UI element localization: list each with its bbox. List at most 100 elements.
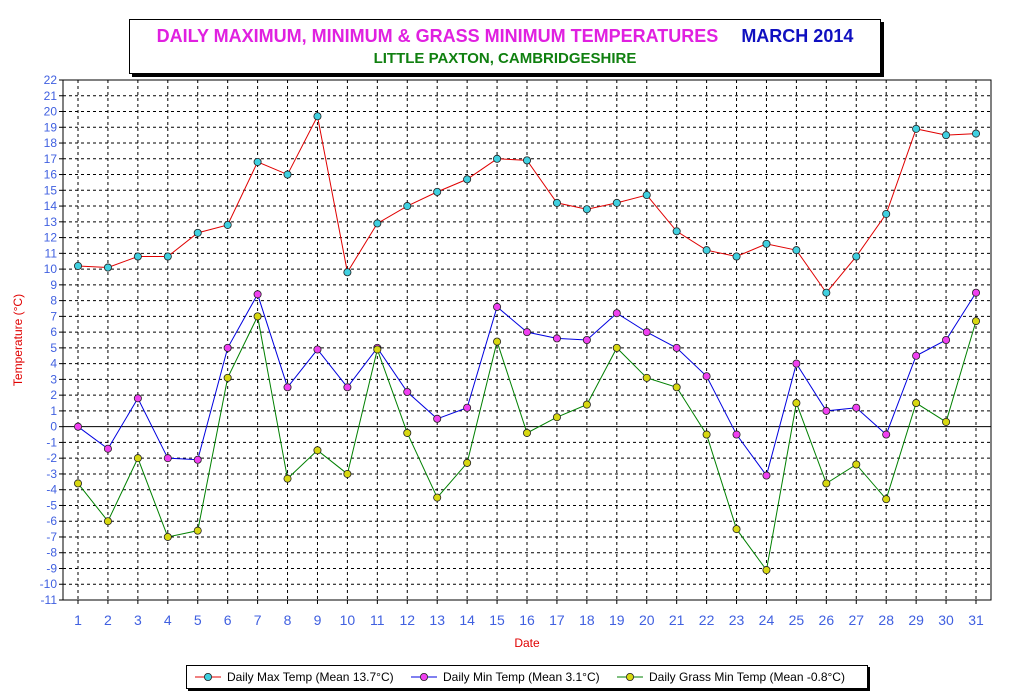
data-point-max xyxy=(223,220,232,229)
y-tick-label: 14 xyxy=(44,199,58,213)
data-point-grass xyxy=(343,469,352,478)
data-point-grass xyxy=(942,417,951,426)
data-point-max xyxy=(103,263,112,272)
data-point-max xyxy=(972,129,981,138)
data-point-grass xyxy=(702,430,711,439)
data-point-max xyxy=(822,288,831,297)
data-point-max xyxy=(163,252,172,261)
data-point-grass xyxy=(642,373,651,382)
y-tick-label: 0 xyxy=(50,420,57,434)
data-point-max xyxy=(792,246,801,255)
y-tick-label: -7 xyxy=(46,530,57,544)
legend-swatch-min xyxy=(411,673,437,681)
x-tick-label: 2 xyxy=(104,612,112,628)
data-point-grass xyxy=(253,312,262,321)
x-tick-label: 17 xyxy=(549,612,565,628)
data-point-min xyxy=(882,430,891,439)
data-point-min xyxy=(283,383,292,392)
data-point-min xyxy=(732,430,741,439)
data-point-min xyxy=(313,345,322,354)
y-tick-label: 21 xyxy=(44,89,58,103)
data-point-grass xyxy=(403,428,412,437)
x-tick-label: 11 xyxy=(370,612,385,628)
data-point-max xyxy=(912,124,921,133)
data-point-max xyxy=(882,209,891,218)
data-point-max xyxy=(74,261,83,270)
y-tick-label: 18 xyxy=(44,136,58,150)
data-point-grass xyxy=(582,400,591,409)
x-tick-label: 12 xyxy=(399,612,415,628)
data-point-grass xyxy=(732,525,741,534)
data-point-grass xyxy=(912,399,921,408)
x-tick-label: 24 xyxy=(759,612,775,628)
data-point-grass xyxy=(433,493,442,502)
x-tick-label: 10 xyxy=(340,612,356,628)
data-point-max xyxy=(732,252,741,261)
x-tick-label: 21 xyxy=(669,612,685,628)
data-point-grass xyxy=(882,495,891,504)
data-point-grass xyxy=(463,458,472,467)
data-point-min xyxy=(74,422,83,431)
title-box: DAILY MAXIMUM, MINIMUM & GRASS MINIMUM T… xyxy=(129,19,881,74)
data-point-max xyxy=(463,175,472,184)
data-point-min xyxy=(253,290,262,299)
y-tick-label: 22 xyxy=(44,73,58,87)
x-tick-label: 23 xyxy=(729,612,745,628)
data-point-grass xyxy=(822,479,831,488)
data-point-min xyxy=(552,334,561,343)
y-axis-label: Temperature (°C) xyxy=(11,294,25,386)
data-point-grass xyxy=(163,532,172,541)
y-tick-label: -10 xyxy=(40,577,58,591)
y-tick-label: 3 xyxy=(50,372,57,386)
data-point-max xyxy=(852,252,861,261)
y-tick-label: 10 xyxy=(44,262,58,276)
y-tick-label: 5 xyxy=(50,341,57,355)
title-line: DAILY MAXIMUM, MINIMUM & GRASS MINIMUM T… xyxy=(130,26,880,47)
data-point-max xyxy=(313,112,322,121)
data-point-min xyxy=(403,387,412,396)
y-tick-label: 8 xyxy=(50,294,57,308)
data-point-grass xyxy=(792,399,801,408)
data-point-max xyxy=(343,268,352,277)
y-tick-label: 12 xyxy=(44,231,58,245)
data-point-min xyxy=(103,444,112,453)
data-point-min xyxy=(133,394,142,403)
data-point-min xyxy=(343,383,352,392)
data-point-max xyxy=(582,205,591,214)
data-point-max xyxy=(373,219,382,228)
data-point-grass xyxy=(972,317,981,326)
data-point-min xyxy=(223,343,232,352)
data-point-grass xyxy=(523,428,532,437)
data-point-grass xyxy=(373,345,382,354)
x-tick-label: 7 xyxy=(254,612,262,628)
data-point-max xyxy=(403,202,412,211)
chart-title-month: MARCH 2014 xyxy=(741,26,854,46)
data-point-min xyxy=(582,335,591,344)
data-point-min xyxy=(523,328,532,337)
y-tick-label: -1 xyxy=(46,435,57,449)
x-tick-label: 9 xyxy=(314,612,322,628)
data-point-min xyxy=(792,359,801,368)
data-point-min xyxy=(972,288,981,297)
data-point-grass xyxy=(852,460,861,469)
x-tick-label: 22 xyxy=(699,612,715,628)
y-tick-label: -9 xyxy=(46,561,57,575)
x-tick-label: 6 xyxy=(224,612,232,628)
y-tick-label: -4 xyxy=(46,483,57,497)
data-point-min xyxy=(642,328,651,337)
data-point-grass xyxy=(493,337,502,346)
y-tick-label: 20 xyxy=(44,105,58,119)
y-tick-label: 7 xyxy=(50,309,57,323)
data-point-grass xyxy=(103,517,112,526)
legend-swatch-marker xyxy=(203,673,212,681)
data-point-grass xyxy=(313,446,322,455)
y-tick-label: 1 xyxy=(50,404,57,418)
data-point-grass xyxy=(672,383,681,392)
data-point-max xyxy=(523,156,532,165)
data-point-min xyxy=(762,471,771,480)
x-tick-label: 14 xyxy=(459,612,475,628)
data-point-max xyxy=(493,154,502,163)
x-tick-label: 26 xyxy=(819,612,835,628)
y-tick-label: -8 xyxy=(46,546,57,560)
